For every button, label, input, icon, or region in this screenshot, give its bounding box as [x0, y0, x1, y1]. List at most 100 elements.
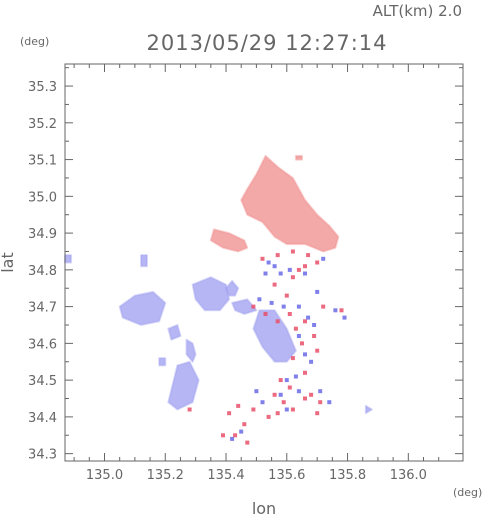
y-tick-label: 34.8 [28, 264, 57, 279]
y-tick-label: 34.3 [28, 448, 57, 463]
echo-speckle-positive [300, 341, 304, 346]
echo-region-negative [191, 276, 231, 312]
y-axis-unit: (deg) [20, 35, 49, 48]
echo-speckle-positive [251, 407, 256, 412]
echo-speckle-negative [342, 315, 347, 320]
x-tick-label: 135.4 [207, 468, 244, 483]
echo-speckle-negative [306, 315, 311, 320]
echo-region-negative [158, 357, 167, 367]
echo-speckle-negative [303, 352, 307, 357]
echo-speckle-negative [278, 271, 283, 276]
echo-speckle-positive [275, 411, 280, 416]
echo-speckle-negative [263, 271, 268, 276]
echo-speckle-positive [260, 256, 265, 261]
echo-region-negative [64, 254, 73, 264]
echo-speckle-negative [284, 378, 289, 383]
echo-speckle-negative [296, 389, 301, 394]
echo-speckle-negative [278, 392, 283, 397]
echo-speckle-positive [315, 348, 320, 353]
echo-region-negative [167, 360, 200, 411]
echo-speckle-negative [296, 304, 301, 309]
echo-speckle-positive [290, 249, 295, 254]
echo-speckle-positive [290, 407, 295, 412]
echo-speckle-positive [321, 304, 326, 309]
y-axis-label: lat [0, 252, 17, 273]
echo-speckle-positive [287, 385, 292, 390]
echo-speckle-positive [287, 312, 292, 316]
echo-speckle-positive [309, 392, 314, 397]
echo-speckle-positive [339, 308, 344, 313]
echo-region-negative [364, 404, 373, 415]
echo-speckle-positive [187, 407, 192, 412]
chart-title-timestamp: 2013/05/29 12:27:14 [146, 31, 387, 55]
echo-speckle-negative [272, 264, 277, 269]
y-tick-label: 34.5 [28, 374, 57, 389]
echo-speckle-positive [290, 356, 295, 361]
y-tick-label: 35.1 [28, 154, 57, 169]
echo-speckle-negative [303, 271, 307, 276]
echo-speckle-negative [260, 400, 265, 405]
y-tick-label: 34.9 [28, 227, 57, 242]
x-tick-label: 135.8 [329, 468, 366, 483]
echo-speckles [187, 249, 347, 445]
echo-speckle-negative [254, 389, 259, 394]
echo-region-positive [294, 154, 303, 161]
y-tick-label: 35.0 [28, 190, 57, 205]
echo-speckle-negative [281, 304, 286, 309]
echo-region-negative [231, 298, 258, 315]
echo-speckle-positive [315, 260, 320, 265]
x-tick-label: 135.0 [86, 468, 123, 483]
y-tick-label: 35.3 [28, 80, 57, 95]
echo-speckle-negative [312, 323, 317, 327]
x-axis-unit: (deg) [453, 486, 482, 499]
echo-speckle-positive [303, 396, 307, 401]
echo-speckle-negative [284, 407, 289, 412]
echo-speckle-negative [309, 359, 314, 364]
echo-region-negative [118, 290, 167, 326]
echo-region-negative [185, 338, 197, 363]
echo-regions [64, 154, 373, 415]
y-tick-label: 34.6 [28, 337, 57, 352]
echo-speckle-negative [333, 308, 338, 313]
plot-frame [64, 63, 464, 462]
echo-speckle-positive [303, 370, 307, 375]
y-tick-label: 34.7 [28, 301, 57, 316]
y-tick-label: 34.4 [28, 411, 57, 426]
echo-speckle-negative [296, 334, 301, 338]
echo-speckle-negative [257, 297, 262, 302]
echo-region-positive [209, 228, 249, 253]
echo-speckle-negative [239, 429, 244, 434]
echo-speckle-negative [293, 374, 298, 379]
x-tick-label: 135.2 [147, 468, 184, 483]
echo-speckle-positive [275, 253, 280, 258]
echo-region-negative [140, 254, 148, 268]
echo-region-positive [240, 154, 340, 253]
echo-speckle-positive [284, 293, 289, 298]
echo-speckle-positive [272, 282, 277, 287]
echo-speckle-negative [287, 267, 292, 272]
x-tick-label: 135.6 [268, 468, 305, 483]
x-tick-label: 136.0 [390, 468, 427, 483]
echo-speckle-positive [245, 440, 250, 445]
altitude-label: ALT(km) 2.0 [373, 2, 462, 20]
echo-speckle-negative [315, 289, 320, 294]
echo-speckle-positive [251, 304, 256, 309]
echo-speckle-positive [278, 378, 283, 383]
echo-speckle-positive [306, 253, 311, 258]
echo-speckle-positive [227, 411, 232, 416]
echo-speckle-positive [293, 326, 298, 331]
echo-speckle-negative [318, 389, 323, 394]
echo-speckle-positive [266, 414, 271, 419]
echo-speckle-positive [296, 267, 301, 272]
echo-speckle-negative [321, 256, 326, 261]
echo-speckle-positive [263, 312, 268, 316]
echo-region-negative [225, 279, 240, 297]
echo-speckle-positive [318, 400, 323, 405]
x-axis-label: lon [252, 499, 276, 518]
echo-speckle-positive [303, 264, 307, 269]
echo-speckle-positive [236, 403, 241, 408]
echo-speckle-negative [230, 436, 235, 441]
y-tick-label: 35.2 [28, 117, 57, 132]
echo-speckle-positive [315, 411, 320, 416]
